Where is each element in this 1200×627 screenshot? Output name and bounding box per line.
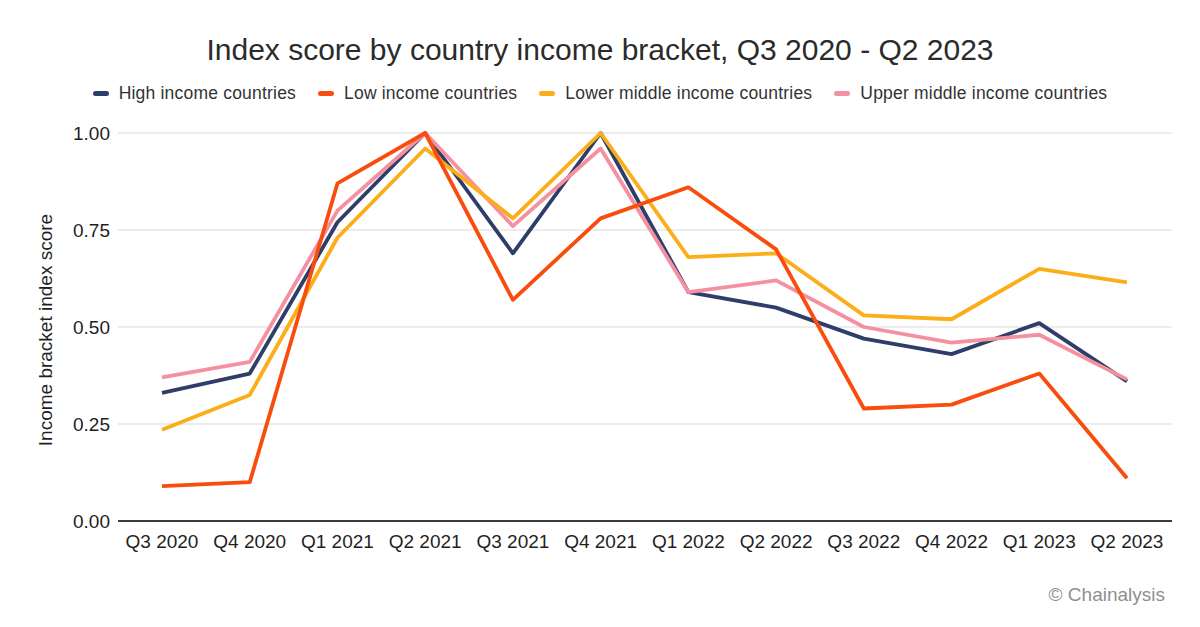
y-tick-label: 0.00 xyxy=(73,511,110,532)
y-tick-label: 0.50 xyxy=(73,317,110,338)
y-tick-label: 0.25 xyxy=(73,414,110,435)
y-tick-label: 0.75 xyxy=(73,220,110,241)
x-tick-label: Q4 2021 xyxy=(564,531,637,552)
x-tick-label: Q2 2023 xyxy=(1091,531,1164,552)
x-tick-label: Q2 2022 xyxy=(740,531,813,552)
series-line-1 xyxy=(162,133,1127,486)
x-tick-label: Q1 2022 xyxy=(652,531,725,552)
x-tick-label: Q3 2020 xyxy=(126,531,199,552)
x-tick-label: Q4 2022 xyxy=(915,531,988,552)
copyright-label: © Chainalysis xyxy=(1049,584,1165,606)
x-tick-label: Q1 2021 xyxy=(301,531,374,552)
x-tick-label: Q1 2023 xyxy=(1003,531,1076,552)
line-chart: 0.00 0.25 0.50 0.75 1.00 Q3 2020 Q4 2020 Q1 202… xyxy=(0,0,1200,627)
chart-page: Index score by country income bracket, Q… xyxy=(0,0,1200,627)
x-tick-label: Q2 2021 xyxy=(389,531,462,552)
x-tick-label: Q3 2021 xyxy=(476,531,549,552)
x-tick-label: Q4 2020 xyxy=(213,531,286,552)
y-tick-label: 1.00 xyxy=(73,123,110,144)
x-tick-label: Q3 2022 xyxy=(827,531,900,552)
